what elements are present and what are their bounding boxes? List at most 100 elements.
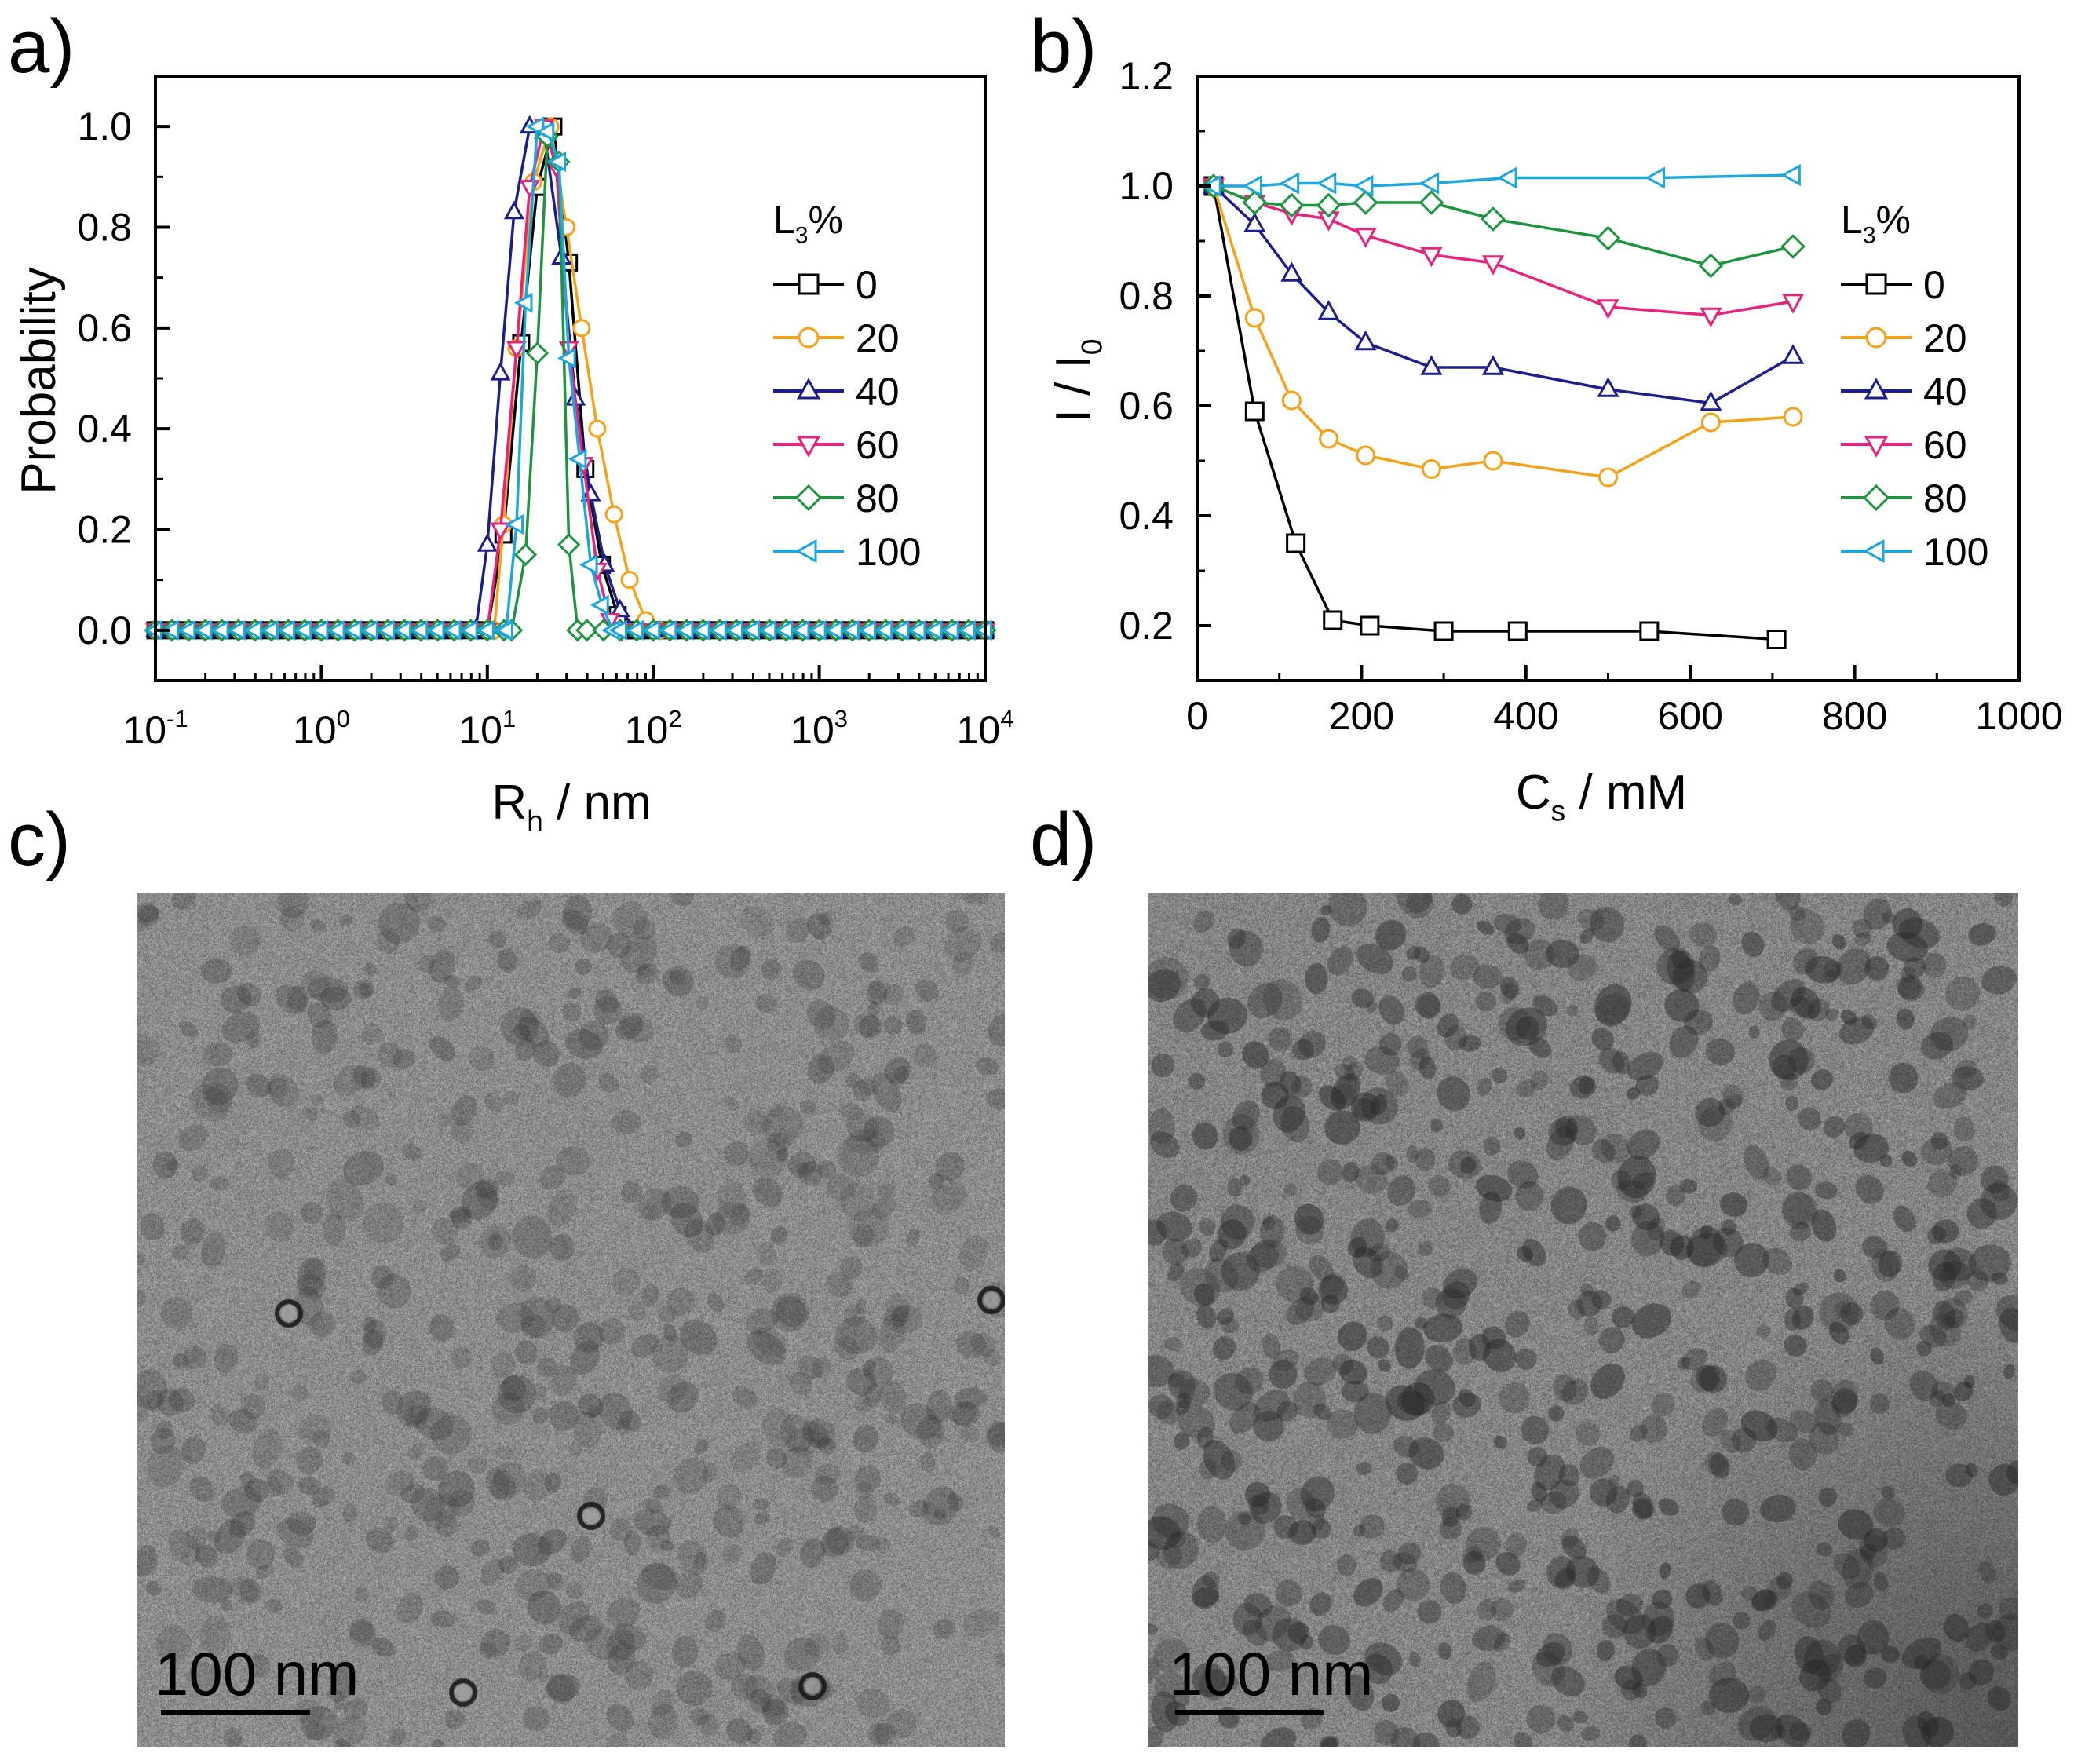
- chart-b-xtick-label: 400: [1493, 694, 1558, 738]
- chart-a-ytick-label: 1.0: [77, 104, 132, 148]
- chart-a-point-100: [568, 448, 587, 469]
- chart-a-xtick-label: 100: [293, 705, 350, 752]
- chart-a-point-100: [590, 594, 609, 615]
- chart-b-point-20: [1783, 407, 1803, 427]
- chart-a-xtick-label: 10-1: [122, 705, 188, 752]
- chart-b-line-20: [1212, 185, 1794, 479]
- scale-bar-label-d: 100 nm: [1169, 1639, 1374, 1708]
- chart-a-point-100: [557, 348, 576, 369]
- chart-b-point-100: [1645, 166, 1666, 189]
- chart-b-point-60: [1354, 228, 1377, 248]
- chart-b-point-100: [1353, 174, 1374, 198]
- chart-b-series-80: [1201, 173, 1806, 279]
- chart-b-point-20: [1421, 459, 1441, 479]
- chart-a-legend-label: 80: [856, 477, 900, 520]
- chart-b-point-20: [1483, 451, 1503, 471]
- chart-b-point-40: [1420, 355, 1443, 375]
- chart-b-point-40: [1481, 355, 1505, 375]
- chart-a-point-40: [477, 533, 498, 552]
- chart-b-plot-area: [1201, 163, 1806, 649]
- chart-a-point-80: [575, 619, 599, 642]
- chart-b-legend-marker: [1864, 436, 1889, 458]
- chart-b-legend-item-20: 20: [1841, 316, 1967, 360]
- chart-b-point-100: [1201, 174, 1221, 198]
- chart-b-point-20: [1598, 467, 1618, 488]
- chart-b-point-100: [1242, 174, 1263, 198]
- chart-a-point-20: [588, 419, 607, 438]
- panel-label-c: c): [8, 798, 71, 882]
- chart-a-point-100: [579, 554, 598, 575]
- chart-b-point-40: [1781, 344, 1805, 364]
- chart-a-point-100: [505, 514, 524, 535]
- chart-b-legend-item-40: 40: [1841, 370, 1967, 414]
- chart-b-point-100: [1497, 166, 1517, 189]
- scale-bar-d: [1175, 1710, 1324, 1715]
- chart-b-point-40: [1280, 261, 1303, 282]
- chart-b-xtick-label: 0: [1186, 694, 1208, 738]
- chart-a-legend-item-80: 80: [773, 477, 900, 520]
- chart-b-legend-marker: [1863, 539, 1885, 564]
- panel-label-d: d): [1030, 798, 1097, 882]
- chart-b-point-0: [1639, 621, 1660, 641]
- chart-b-legend-item-0: 0: [1841, 263, 1945, 307]
- chart-b-line-60: [1213, 184, 1794, 317]
- chart-a-xtick-label: 104: [957, 705, 1014, 752]
- chart-b-legend-item-60: 60: [1841, 423, 1967, 467]
- chart-b-point-80: [1780, 234, 1806, 259]
- chart-b-legend-label: 0: [1923, 263, 1945, 307]
- chart-b-point-80: [1481, 206, 1506, 232]
- chart-a-legend-label: 20: [856, 316, 900, 360]
- chart-b-series-20: [1203, 176, 1803, 488]
- panel-label-b: b): [1030, 5, 1097, 89]
- chart-b-legend-marker: [1865, 327, 1887, 349]
- chart-b-line-80: [1213, 184, 1794, 268]
- chart-a-legend-marker: [795, 539, 817, 564]
- chart-a-axes: 0.0 0.2 0.4 0.6 0.8 1.0 10-1 100 101 102 103 104 Rh …: [12, 75, 1014, 832]
- chart-b-point-40: [1317, 300, 1340, 320]
- tem-image-d: 100 nm: [1148, 893, 2018, 1747]
- chart-b-point-80: [1698, 253, 1724, 279]
- chart-a-point-80: [513, 542, 538, 567]
- chart-b-point-0: [1244, 401, 1265, 422]
- chart-b-point-40: [1243, 212, 1266, 232]
- chart-b-point-60: [1481, 255, 1505, 276]
- chart-a-point-80: [557, 533, 581, 557]
- chart-b-ylabel: I / I0: [1046, 339, 1108, 423]
- chart-a-plot-area: [144, 115, 997, 642]
- chart-a-legend-label: 100: [856, 530, 921, 574]
- tem-image-c-texture: [137, 893, 1005, 1747]
- chart-b-legend-label: 20: [1923, 316, 1967, 360]
- chart-b-legend-title: L3%: [1841, 198, 1911, 249]
- chart-a-ytick-label: 0.2: [77, 508, 132, 552]
- chart-b-legend-label: 80: [1923, 477, 1967, 520]
- chart-a-size-distribution: 0.0 0.2 0.4 0.6 0.8 1.0 10-1 100 101 102 103 104 Rh …: [12, 75, 1014, 832]
- chart-b-point-80: [1419, 190, 1444, 215]
- chart-b-point-0: [1286, 533, 1306, 553]
- chart-a-legend-marker: [796, 436, 821, 458]
- chart-b-legend-label: 100: [1923, 530, 1988, 574]
- chart-a-point-60: [490, 522, 511, 542]
- chart-a-xtick-label: 102: [625, 705, 682, 752]
- chart-b-line-0: [1212, 185, 1777, 641]
- tem-image-d-texture: [1148, 893, 2018, 1747]
- chart-b-point-60: [1597, 299, 1619, 320]
- chart-b-legend-item-80: 80: [1841, 477, 1967, 520]
- chart-a-point-80: [525, 341, 550, 365]
- chart-b-ytick-label: 0.4: [1119, 494, 1174, 538]
- chart-b-point-80: [1242, 190, 1268, 215]
- chart-b-point-0: [1433, 621, 1454, 641]
- chart-a-point-60: [506, 341, 528, 360]
- chart-b-xtick-label: 200: [1329, 694, 1394, 738]
- chart-a-ytick-label: 0.4: [77, 407, 132, 451]
- chart-a-legend-item-0: 0: [773, 263, 878, 307]
- chart-a-ytick-label: 0.8: [77, 206, 132, 250]
- chart-b-point-100: [1419, 172, 1440, 195]
- chart-b-point-20: [1244, 308, 1265, 328]
- chart-b-legend-marker: [1865, 273, 1887, 295]
- chart-a-ytick-label: 0.0: [77, 608, 132, 652]
- chart-b-point-80: [1316, 192, 1342, 218]
- chart-b-ytick-label: 0.8: [1119, 274, 1174, 318]
- chart-b-point-40: [1597, 377, 1619, 397]
